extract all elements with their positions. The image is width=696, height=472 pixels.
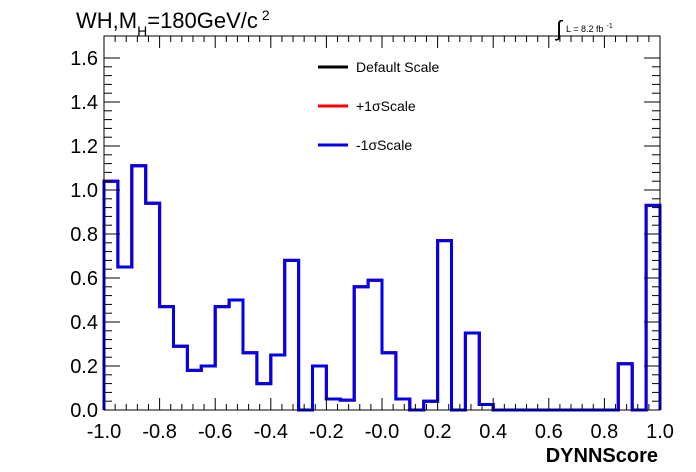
- y-tick-label: 0.0: [70, 400, 98, 422]
- x-tick-label: -0.4: [254, 421, 288, 443]
- y-tick-labels: 0.0 0.2 0.4 0.6 0.8 1.0 1.2 1.4 1.6: [70, 48, 98, 422]
- y-tick-label: 1.0: [70, 180, 98, 202]
- x-tick-labels: -1.0 -0.8 -0.6 -0.4 -0.2 -0.0 0.2 0.4 0.6 0.8 1.0: [87, 421, 674, 443]
- chart-title: WH,MH=180GeV/c 2: [76, 7, 270, 39]
- x-tick-label: 0.2: [424, 421, 452, 443]
- x-axis-label: DYNNScore: [546, 445, 658, 467]
- x-tick-label: 0.6: [535, 421, 563, 443]
- x-tick-label: -0.6: [198, 421, 232, 443]
- legend-label-1: +1σScale: [356, 98, 416, 114]
- axes-layer: [103, 35, 661, 411]
- y-tick-label: 0.6: [70, 268, 98, 290]
- legend-label-2: -1σScale: [356, 137, 412, 153]
- y-tick-label: 0.2: [70, 356, 98, 378]
- luminosity-label: ∫ L = 8.2 fb -1: [554, 16, 613, 41]
- y-tick-label: 1.2: [70, 136, 98, 158]
- y-tick-label: 1.4: [70, 92, 98, 114]
- x-tick-label: -1.0: [87, 421, 121, 443]
- y-tick-label: 0.8: [70, 224, 98, 246]
- x-tick-label: -0.8: [142, 421, 176, 443]
- y-tick-label: 1.6: [70, 48, 98, 70]
- x-tick-label: 1.0: [646, 421, 674, 443]
- x-tick-label: 0.8: [590, 421, 618, 443]
- legend: Default Scale +1σScale -1σScale: [318, 59, 439, 153]
- x-tick-label: 0.4: [479, 421, 507, 443]
- x-tick-label: -0.2: [309, 421, 343, 443]
- x-tick-label: -0.0: [365, 421, 399, 443]
- y-tick-label: 0.4: [70, 312, 98, 334]
- legend-label-0: Default Scale: [356, 59, 439, 75]
